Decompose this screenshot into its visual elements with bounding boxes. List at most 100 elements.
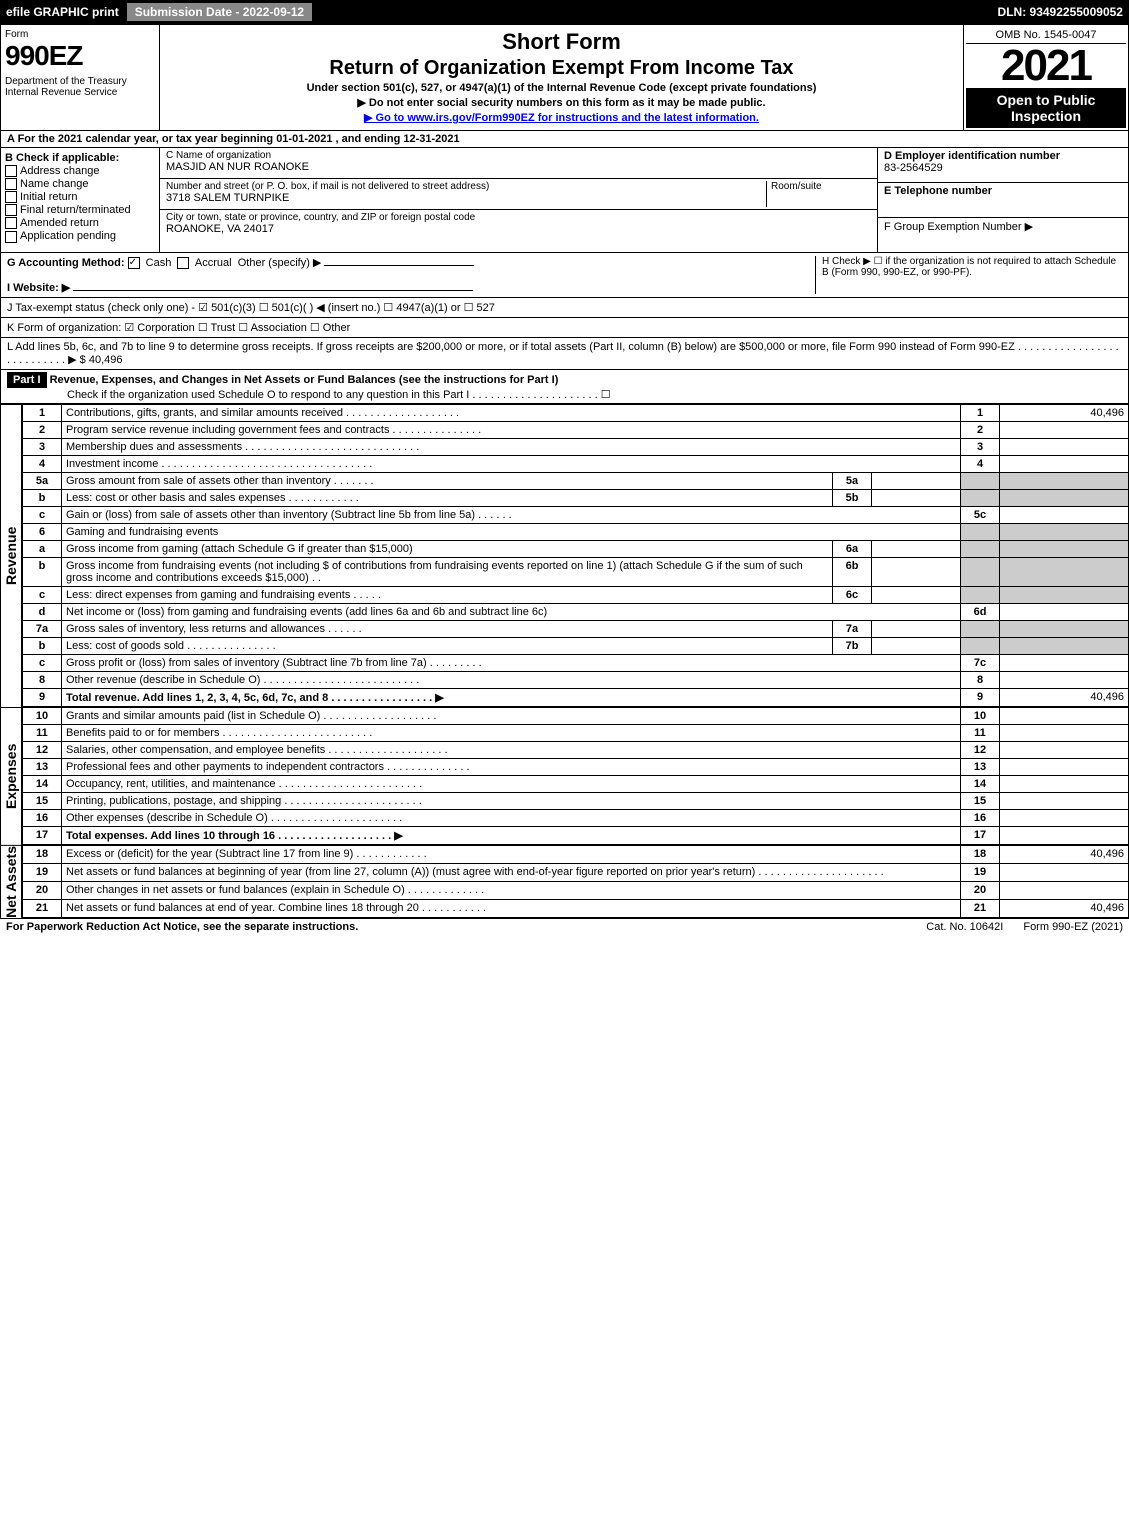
section-a-text: A For the 2021 calendar year, or tax yea…	[7, 133, 460, 145]
line-6b: b Gross income from fundraising events (…	[23, 558, 1129, 587]
city-state-zip: ROANOKE, VA 24017	[166, 223, 871, 235]
line-4: 4 Investment income . . . . . . . . . . …	[23, 456, 1129, 473]
line-11: 11 Benefits paid to or for members . . .…	[23, 725, 1129, 742]
section-b: B Check if applicable: Address change Na…	[1, 148, 160, 252]
dln-label: DLN: 93492255009052	[998, 5, 1123, 19]
other-specify-line	[324, 265, 474, 266]
submission-date: Submission Date - 2022-09-12	[127, 3, 312, 21]
cb-name-change[interactable]: Name change	[5, 178, 155, 190]
line-16: 16 Other expenses (describe in Schedule …	[23, 810, 1129, 827]
line-8: 8 Other revenue (describe in Schedule O)…	[23, 672, 1129, 689]
cb-cash[interactable]	[128, 257, 140, 269]
section-l-amount: $ 40,496	[80, 354, 123, 366]
cb-initial-return[interactable]: Initial return	[5, 191, 155, 203]
paperwork-notice: For Paperwork Reduction Act Notice, see …	[6, 921, 906, 933]
line-6: 6 Gaming and fundraising events	[23, 524, 1129, 541]
city-label: City or town, state or province, country…	[166, 212, 871, 223]
section-h: H Check ▶ ☐ if the organization is not r…	[815, 256, 1122, 294]
line-6a: a Gross income from gaming (attach Sched…	[23, 541, 1129, 558]
netassets-side-label: Net Assets	[0, 845, 22, 918]
addr-label: Number and street (or P. O. box, if mail…	[166, 181, 766, 192]
cb-accrual[interactable]	[177, 257, 189, 269]
line-2: 2 Program service revenue including gove…	[23, 422, 1129, 439]
room-label: Room/suite	[771, 181, 871, 192]
part-i-check: Check if the organization used Schedule …	[67, 389, 611, 401]
line-12: 12 Salaries, other compensation, and emp…	[23, 742, 1129, 759]
line-7a: 7a Gross sales of inventory, less return…	[23, 621, 1129, 638]
cb-address-change[interactable]: Address change	[5, 165, 155, 177]
line-21: 21 Net assets or fund balances at end of…	[23, 899, 1129, 917]
print-link[interactable]: print	[92, 5, 119, 19]
header-center: Short Form Return of Organization Exempt…	[160, 25, 963, 130]
line-13: 13 Professional fees and other payments …	[23, 759, 1129, 776]
street-address: 3718 SALEM TURNPIKE	[166, 192, 766, 204]
header-left: Form 990EZ Department of the Treasury In…	[1, 25, 160, 130]
short-form-title: Short Form	[164, 29, 959, 55]
ein-value: 83-2564529	[884, 162, 943, 174]
dept-label: Department of the Treasury Internal Reve…	[5, 76, 155, 98]
netassets-table: 18 Excess or (deficit) for the year (Sub…	[22, 845, 1129, 918]
line-10: 10 Grants and similar amounts paid (list…	[23, 708, 1129, 725]
section-b-label: B Check if applicable:	[5, 152, 119, 164]
line-7c: c Gross profit or (loss) from sales of i…	[23, 655, 1129, 672]
expenses-side-label: Expenses	[0, 707, 22, 845]
section-gh: G Accounting Method: Cash Accrual Other …	[0, 253, 1129, 298]
expenses-table: 10 Grants and similar amounts paid (list…	[22, 707, 1129, 845]
under-section: Under section 501(c), 527, or 4947(a)(1)…	[164, 82, 959, 94]
line-18: 18 Excess or (deficit) for the year (Sub…	[23, 846, 1129, 864]
org-name-label: C Name of organization	[166, 150, 871, 161]
line-6d: d Net income or (loss) from gaming and f…	[23, 604, 1129, 621]
section-def: D Employer identification number 83-2564…	[877, 148, 1128, 252]
expenses-section: Expenses 10 Grants and similar amounts p…	[0, 707, 1129, 845]
section-j: J Tax-exempt status (check only one) - ☑…	[0, 298, 1129, 318]
line-17: 17 Total expenses. Add lines 10 through …	[23, 827, 1129, 845]
line-15: 15 Printing, publications, postage, and …	[23, 793, 1129, 810]
cb-amended-return[interactable]: Amended return	[5, 217, 155, 229]
line-20: 20 Other changes in net assets or fund b…	[23, 882, 1129, 900]
efile-graphic-label: efile GRAPHIC	[6, 5, 89, 19]
footer: For Paperwork Reduction Act Notice, see …	[0, 918, 1129, 935]
cat-no: Cat. No. 10642I	[906, 921, 1023, 933]
line-5a: 5a Gross amount from sale of assets othe…	[23, 473, 1129, 490]
line-14: 14 Occupancy, rent, utilities, and maint…	[23, 776, 1129, 793]
open-to-public: Open to Public Inspection	[966, 88, 1126, 128]
tel-label: E Telephone number	[884, 185, 992, 197]
part-i-header: Part I Revenue, Expenses, and Changes in…	[0, 370, 1129, 404]
cb-application-pending[interactable]: Application pending	[5, 230, 155, 242]
group-exemption-label: F Group Exemption Number ▶	[884, 221, 1033, 233]
line-5c: c Gain or (loss) from sale of assets oth…	[23, 507, 1129, 524]
cb-final-return[interactable]: Final return/terminated	[5, 204, 155, 216]
part-i-title: Revenue, Expenses, and Changes in Net As…	[50, 374, 559, 386]
section-l: L Add lines 5b, 6c, and 7b to line 9 to …	[0, 338, 1129, 370]
header: Form 990EZ Department of the Treasury In…	[0, 24, 1129, 131]
goto-link[interactable]: ▶ Go to www.irs.gov/Form990EZ for instru…	[364, 112, 759, 124]
ssn-note: ▶ Do not enter social security numbers o…	[164, 96, 959, 109]
form-ref: Form 990-EZ (2021)	[1023, 921, 1123, 933]
revenue-side-label: Revenue	[0, 404, 22, 707]
part-i-label: Part I	[7, 372, 47, 388]
line-1: 1 Contributions, gifts, grants, and simi…	[23, 405, 1129, 422]
revenue-table: 1 Contributions, gifts, grants, and simi…	[22, 404, 1129, 707]
form-number: 990EZ	[5, 40, 155, 72]
main-title: Return of Organization Exempt From Incom…	[164, 57, 959, 80]
accounting-method-label: G Accounting Method:	[7, 257, 125, 269]
line-5b: b Less: cost or other basis and sales ex…	[23, 490, 1129, 507]
form-label: Form	[5, 29, 155, 40]
revenue-section: Revenue 1 Contributions, gifts, grants, …	[0, 404, 1129, 707]
line-19: 19 Net assets or fund balances at beginn…	[23, 864, 1129, 882]
top-bar: efile GRAPHIC print Submission Date - 20…	[0, 0, 1129, 24]
ein-label: D Employer identification number	[884, 150, 1060, 162]
info-grid: B Check if applicable: Address change Na…	[0, 148, 1129, 253]
tax-year: 2021	[966, 44, 1126, 88]
website-line	[73, 290, 473, 291]
section-a: A For the 2021 calendar year, or tax yea…	[0, 131, 1129, 148]
website-label: I Website: ▶	[7, 282, 70, 294]
line-3: 3 Membership dues and assessments . . . …	[23, 439, 1129, 456]
other-specify: Other (specify) ▶	[238, 257, 322, 269]
section-k: K Form of organization: ☑ Corporation ☐ …	[0, 318, 1129, 338]
net-assets-section: Net Assets 18 Excess or (deficit) for th…	[0, 845, 1129, 918]
section-l-text: L Add lines 5b, 6c, and 7b to line 9 to …	[7, 341, 1119, 366]
line-7b: b Less: cost of goods sold . . . . . . .…	[23, 638, 1129, 655]
line-9: 9 Total revenue. Add lines 1, 2, 3, 4, 5…	[23, 689, 1129, 707]
org-name: MASJID AN NUR ROANOKE	[166, 161, 871, 173]
